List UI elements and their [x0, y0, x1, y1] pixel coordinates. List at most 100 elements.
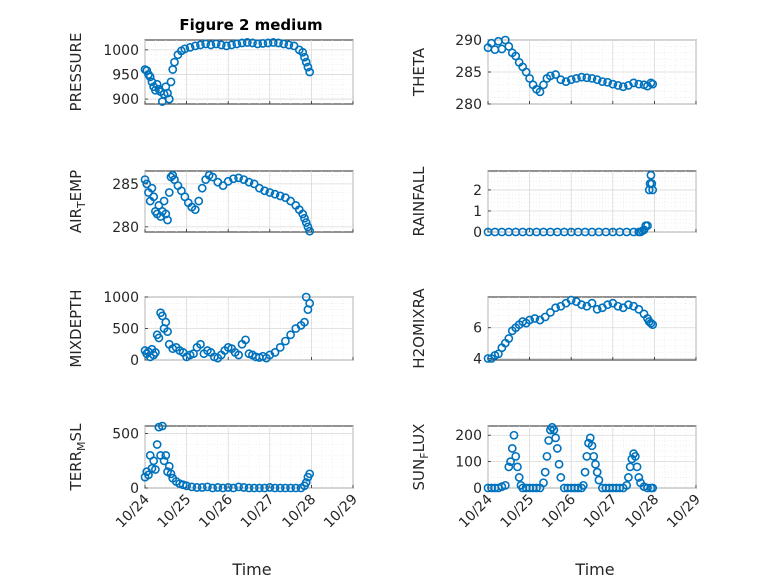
data-series: [141, 293, 313, 361]
data-point: [244, 39, 251, 46]
data-point: [614, 303, 621, 310]
data-point: [594, 469, 601, 476]
data-point: [303, 479, 310, 486]
data-point: [225, 484, 232, 491]
data-point: [251, 484, 258, 491]
data-point: [292, 484, 299, 491]
data-point: [594, 306, 601, 313]
data-series: [484, 172, 656, 236]
data-point: [235, 174, 242, 181]
y-tick-label: 500: [112, 322, 139, 338]
data-point: [167, 78, 174, 85]
data-point: [306, 68, 313, 75]
data-point: [254, 40, 261, 47]
data-point: [632, 453, 639, 460]
data-point: [590, 453, 597, 460]
data-point: [251, 180, 258, 187]
data-point: [271, 349, 278, 356]
data-point: [581, 469, 588, 476]
data-point: [649, 321, 656, 328]
y-axis-label: SUNFLUX: [410, 424, 431, 491]
data-point: [219, 182, 226, 189]
data-point: [219, 484, 226, 491]
data-point: [256, 484, 263, 491]
data-point: [181, 45, 188, 52]
data-point: [271, 484, 278, 491]
data-point: [150, 457, 157, 464]
data-point: [299, 49, 306, 56]
data-point: [505, 463, 512, 470]
data-point: [223, 42, 230, 49]
data-point: [557, 76, 564, 83]
y-tick-label: 4: [473, 351, 482, 367]
y-axis-label-main: TERR: [67, 451, 85, 492]
data-point: [235, 351, 242, 358]
data-point: [259, 40, 266, 47]
x-axis-label-left: Time: [231, 560, 271, 579]
y-tick-label: 6: [473, 321, 482, 337]
data-point: [266, 484, 273, 491]
data-point: [542, 469, 549, 476]
data-point: [186, 44, 193, 51]
data-point: [275, 39, 282, 46]
x-tick-label: 10/24: [113, 491, 153, 531]
data-point: [568, 296, 575, 303]
x-tick-label: 10/27: [581, 492, 621, 532]
data-point: [547, 309, 554, 316]
y-axis-label-main: RAINFALL: [410, 166, 428, 237]
y-tick-label: 200: [455, 428, 482, 444]
data-point: [192, 206, 199, 213]
data-point: [562, 78, 569, 85]
data-point: [580, 482, 587, 489]
data-point: [197, 341, 204, 348]
data-point: [280, 40, 287, 47]
data-point: [649, 484, 656, 491]
data-point: [604, 79, 611, 86]
data-point: [169, 172, 176, 179]
data-point: [143, 180, 150, 187]
data-point: [167, 470, 174, 477]
data-point: [588, 442, 595, 449]
data-point: [306, 300, 313, 307]
y-axis-label: PRESSURE: [67, 33, 85, 112]
data-point: [587, 434, 594, 441]
y-tick-label: 500: [112, 427, 139, 443]
data-point: [647, 320, 654, 327]
data-point: [197, 41, 204, 48]
data-point: [512, 52, 519, 59]
y-axis-label-subscript: F: [418, 452, 431, 458]
data-point: [568, 76, 575, 83]
data-point: [160, 197, 167, 204]
data-point: [648, 180, 655, 187]
data-point: [188, 483, 195, 490]
data-point: [536, 88, 543, 95]
data-series: [141, 422, 313, 491]
data-point: [147, 73, 154, 80]
data-point: [277, 484, 284, 491]
y-axis-label: TERRMSL: [67, 423, 88, 492]
data-point: [249, 39, 256, 46]
y-axis-label-suffix: SL: [67, 423, 85, 442]
data-point: [543, 453, 550, 460]
data-point: [510, 432, 517, 439]
y-axis-label: H2OMIXRA: [410, 288, 428, 369]
data-series: [484, 424, 656, 492]
x-tick-label: 10/26: [539, 491, 579, 531]
y-axis-label-subscript: T: [75, 201, 88, 209]
data-point: [578, 74, 585, 81]
y-axis-label: AIRTEMP: [67, 170, 88, 233]
data-point: [199, 185, 206, 192]
data-point: [277, 192, 284, 199]
data-point: [148, 78, 155, 85]
figure-title: Figure 2 medium: [179, 16, 322, 34]
data-point: [301, 54, 308, 61]
data-point: [505, 335, 512, 342]
data-point: [155, 334, 162, 341]
y-axis-label-main: MIXDEPTH: [67, 289, 85, 367]
data-point: [588, 75, 595, 82]
data-point: [164, 216, 171, 223]
data-point: [588, 300, 595, 307]
data-point: [552, 71, 559, 78]
y-axis-label-main: H2OMIXRA: [410, 288, 428, 369]
data-point: [261, 484, 268, 491]
